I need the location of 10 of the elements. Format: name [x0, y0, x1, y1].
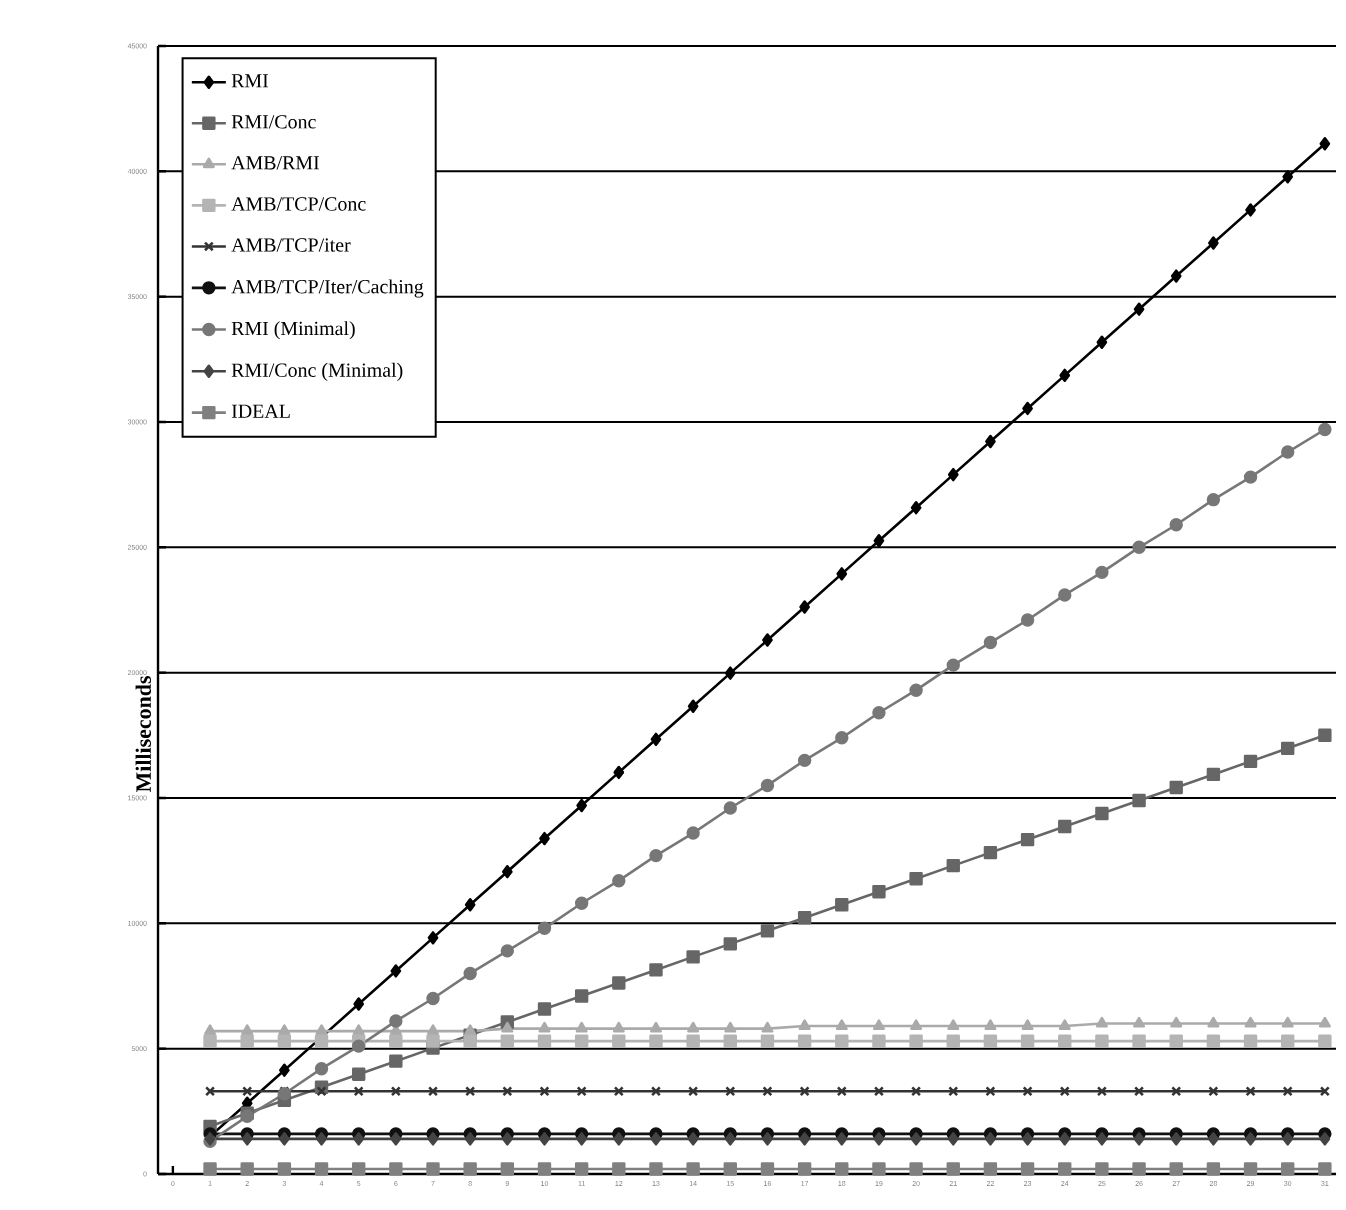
legend-label: IDEAL: [231, 404, 290, 418]
legend-label: RMI/Conc (Minimal): [231, 362, 403, 381]
legend-label: AMB/TCP/Conc: [231, 197, 366, 211]
legend-label: AMB/RMI: [231, 156, 320, 170]
y-axis-title: Milliseconds: [135, 676, 151, 793]
legend-label: AMB/TCP/iter: [231, 238, 351, 252]
legend-label: RMI (Minimal): [231, 321, 355, 340]
legend-label: RMI: [231, 74, 269, 88]
legend-label: RMI/Conc: [231, 115, 316, 129]
legend-label: AMB/TCP/Iter/Caching: [231, 279, 424, 298]
